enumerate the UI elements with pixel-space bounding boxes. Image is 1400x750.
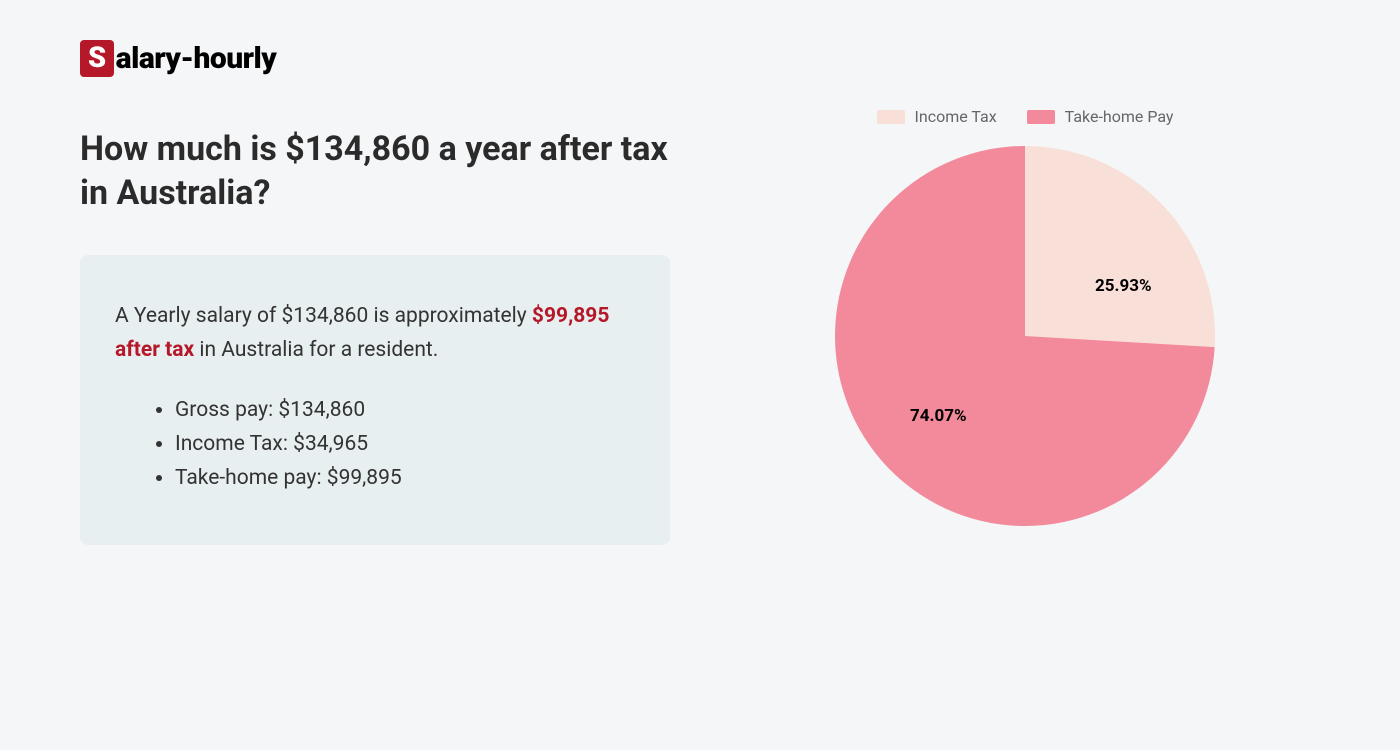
summary-text: A Yearly salary of $134,860 is approxima…	[115, 300, 635, 367]
legend-item-takehome: Take-home Pay	[1027, 107, 1174, 126]
summary-suffix: in Australia for a resident.	[194, 338, 438, 362]
pie-slice	[1025, 146, 1215, 347]
pie-svg	[835, 146, 1215, 526]
legend-swatch	[1027, 110, 1055, 124]
summary-prefix: A Yearly salary of $134,860 is approxima…	[115, 304, 532, 328]
summary-box: A Yearly salary of $134,860 is approxima…	[80, 255, 670, 544]
legend-swatch	[877, 110, 905, 124]
legend-label: Income Tax	[915, 107, 997, 126]
main-container: How much is $134,860 a year after tax in…	[80, 127, 1320, 545]
right-panel: Income Tax Take-home Pay 25.93% 74.07%	[730, 107, 1320, 545]
list-item: Income Tax: $34,965	[175, 432, 635, 456]
site-logo: Salary-hourly	[80, 40, 1320, 77]
list-item: Gross pay: $134,860	[175, 398, 635, 422]
pie-slice-label-takehome: 74.07%	[910, 406, 967, 426]
pie-chart: 25.93% 74.07%	[835, 146, 1215, 526]
breakdown-list: Gross pay: $134,860 Income Tax: $34,965 …	[115, 398, 635, 490]
chart-legend: Income Tax Take-home Pay	[877, 107, 1174, 126]
legend-label: Take-home Pay	[1065, 107, 1174, 126]
left-panel: How much is $134,860 a year after tax in…	[80, 127, 670, 545]
logo-text: alary-hourly	[116, 41, 277, 76]
logo-badge: S	[80, 40, 114, 77]
list-item: Take-home pay: $99,895	[175, 466, 635, 490]
pie-slice-label-income-tax: 25.93%	[1095, 276, 1152, 296]
page-heading: How much is $134,860 a year after tax in…	[80, 127, 670, 215]
legend-item-income-tax: Income Tax	[877, 107, 997, 126]
